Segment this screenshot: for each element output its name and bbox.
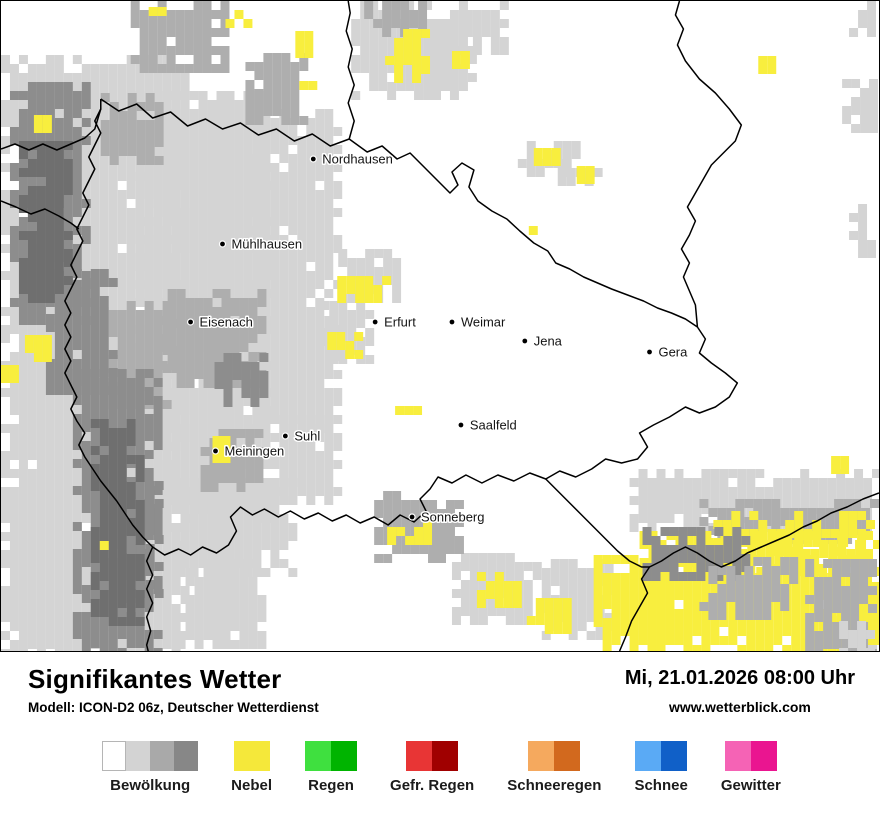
footer: Signifikantes Wetter Modell: ICON-D2 06z… bbox=[0, 652, 880, 794]
city-marker-saalfeld: Saalfeld bbox=[457, 416, 518, 434]
state-borders-layer bbox=[1, 1, 879, 651]
model-info: Modell: ICON-D2 06z, Deutscher Wetterdie… bbox=[28, 700, 319, 715]
legend-label: Nebel bbox=[231, 777, 273, 794]
state-border-line bbox=[545, 478, 650, 568]
legend-group-schneeregen: Schneeregen bbox=[507, 741, 601, 794]
city-marker-nordhausen: Nordhausen bbox=[309, 150, 394, 168]
city-dot bbox=[211, 447, 220, 455]
city-markers-layer: Nordhausen Mühlhausen Eisenach Erfurt Weimar… bbox=[186, 150, 690, 526]
city-label: Saalfeld bbox=[470, 417, 517, 432]
legend-label: Schneeregen bbox=[507, 777, 602, 794]
city-dot bbox=[186, 318, 195, 326]
state-border-line bbox=[345, 1, 355, 140]
city-label: Eisenach bbox=[200, 314, 253, 329]
city-dot bbox=[218, 240, 227, 248]
legend-label: Regen bbox=[308, 777, 354, 794]
footer-right: Mi, 21.01.2026 08:00 Uhr www.wetterblick… bbox=[625, 664, 855, 715]
city-label: Weimar bbox=[461, 314, 506, 329]
legend-swatch bbox=[331, 741, 358, 771]
state-border-line bbox=[1, 200, 80, 230]
city-marker-jena: Jena bbox=[521, 332, 564, 350]
legend-swatch bbox=[150, 741, 175, 771]
legend-swatch bbox=[174, 741, 199, 771]
city-dot bbox=[457, 421, 465, 429]
legend-group-gewitter: Gewitter bbox=[721, 741, 781, 794]
city-label: Sonneberg bbox=[421, 509, 484, 524]
legend-swatch bbox=[233, 741, 270, 771]
weather-map: Nordhausen Mühlhausen Eisenach Erfurt Weimar… bbox=[0, 0, 880, 652]
state-border-line bbox=[1, 108, 102, 151]
legend-swatches bbox=[305, 741, 358, 771]
legend-swatch bbox=[724, 741, 751, 771]
city-marker-erfurt: Erfurt bbox=[371, 313, 418, 331]
city-dot bbox=[448, 318, 456, 326]
legend-swatch bbox=[102, 741, 127, 771]
legend-swatch bbox=[635, 741, 662, 771]
legend-label: Gewitter bbox=[720, 777, 781, 794]
legend-swatches bbox=[528, 741, 581, 771]
legend-swatches bbox=[102, 741, 199, 771]
footer-left: Signifikantes Wetter Modell: ICON-D2 06z… bbox=[28, 664, 319, 715]
footer-header-row: Signifikantes Wetter Modell: ICON-D2 06z… bbox=[28, 664, 855, 715]
legend-swatches bbox=[635, 741, 688, 771]
legend-swatches bbox=[233, 741, 270, 771]
legend-swatch bbox=[750, 741, 777, 771]
city-label: Jena bbox=[534, 333, 563, 348]
legend-label: Schnee bbox=[634, 777, 688, 794]
legend-swatch bbox=[305, 741, 332, 771]
legend-group-schnee: Schnee bbox=[634, 741, 688, 794]
city-label: Suhl bbox=[294, 428, 320, 443]
legend-label: Bewölkung bbox=[110, 777, 191, 794]
city-label: Erfurt bbox=[384, 314, 416, 329]
legend-swatch bbox=[406, 741, 433, 771]
legend-swatch bbox=[432, 741, 459, 771]
city-dot bbox=[521, 337, 529, 345]
weather-map-svg: Nordhausen Mühlhausen Eisenach Erfurt Weimar… bbox=[1, 1, 879, 651]
state-border-line bbox=[64, 98, 739, 556]
city-marker-meiningen: Meiningen bbox=[211, 442, 286, 460]
city-marker-sonneberg: Sonneberg bbox=[408, 508, 486, 526]
legend-swatches bbox=[406, 741, 459, 771]
city-marker-gera: Gera bbox=[645, 343, 690, 361]
city-label: Meiningen bbox=[224, 443, 284, 458]
state-border-line bbox=[145, 546, 154, 651]
city-label: Nordhausen bbox=[322, 151, 393, 166]
legend-swatch bbox=[554, 741, 581, 771]
legend-swatches bbox=[724, 741, 777, 771]
legend-group-nebel: Nebel bbox=[231, 741, 272, 794]
city-marker-weimar: Weimar bbox=[448, 313, 508, 331]
forecast-datetime: Mi, 21.01.2026 08:00 Uhr bbox=[624, 667, 855, 689]
state-border-line bbox=[674, 1, 743, 328]
city-label: Gera bbox=[659, 344, 689, 359]
state-border-line bbox=[618, 492, 879, 651]
page-title: Signifikantes Wetter bbox=[28, 664, 282, 694]
city-marker-eisenach: Eisenach bbox=[186, 313, 254, 331]
legend: Bewölkung Nebel Regen Gefr. Regen Schneerege… bbox=[28, 741, 855, 794]
website-url: www.wetterblick.com bbox=[669, 699, 811, 715]
legend-group-gefr-regen: Gefr. Regen bbox=[390, 741, 474, 794]
legend-swatch bbox=[528, 741, 555, 771]
city-label: Mühlhausen bbox=[231, 236, 302, 251]
legend-label: Gefr. Regen bbox=[390, 777, 475, 794]
city-dot bbox=[281, 432, 289, 440]
city-dot bbox=[371, 318, 379, 326]
legend-group-bewölkung: Bewölkung bbox=[102, 741, 199, 794]
city-dot bbox=[645, 348, 654, 356]
city-dot bbox=[309, 155, 317, 163]
city-dot bbox=[408, 513, 416, 521]
legend-group-regen: Regen bbox=[305, 741, 358, 794]
city-marker-m-hlhausen: Mühlhausen bbox=[218, 235, 304, 253]
city-marker-suhl: Suhl bbox=[281, 427, 322, 445]
legend-swatch bbox=[126, 741, 151, 771]
legend-swatch bbox=[661, 741, 688, 771]
